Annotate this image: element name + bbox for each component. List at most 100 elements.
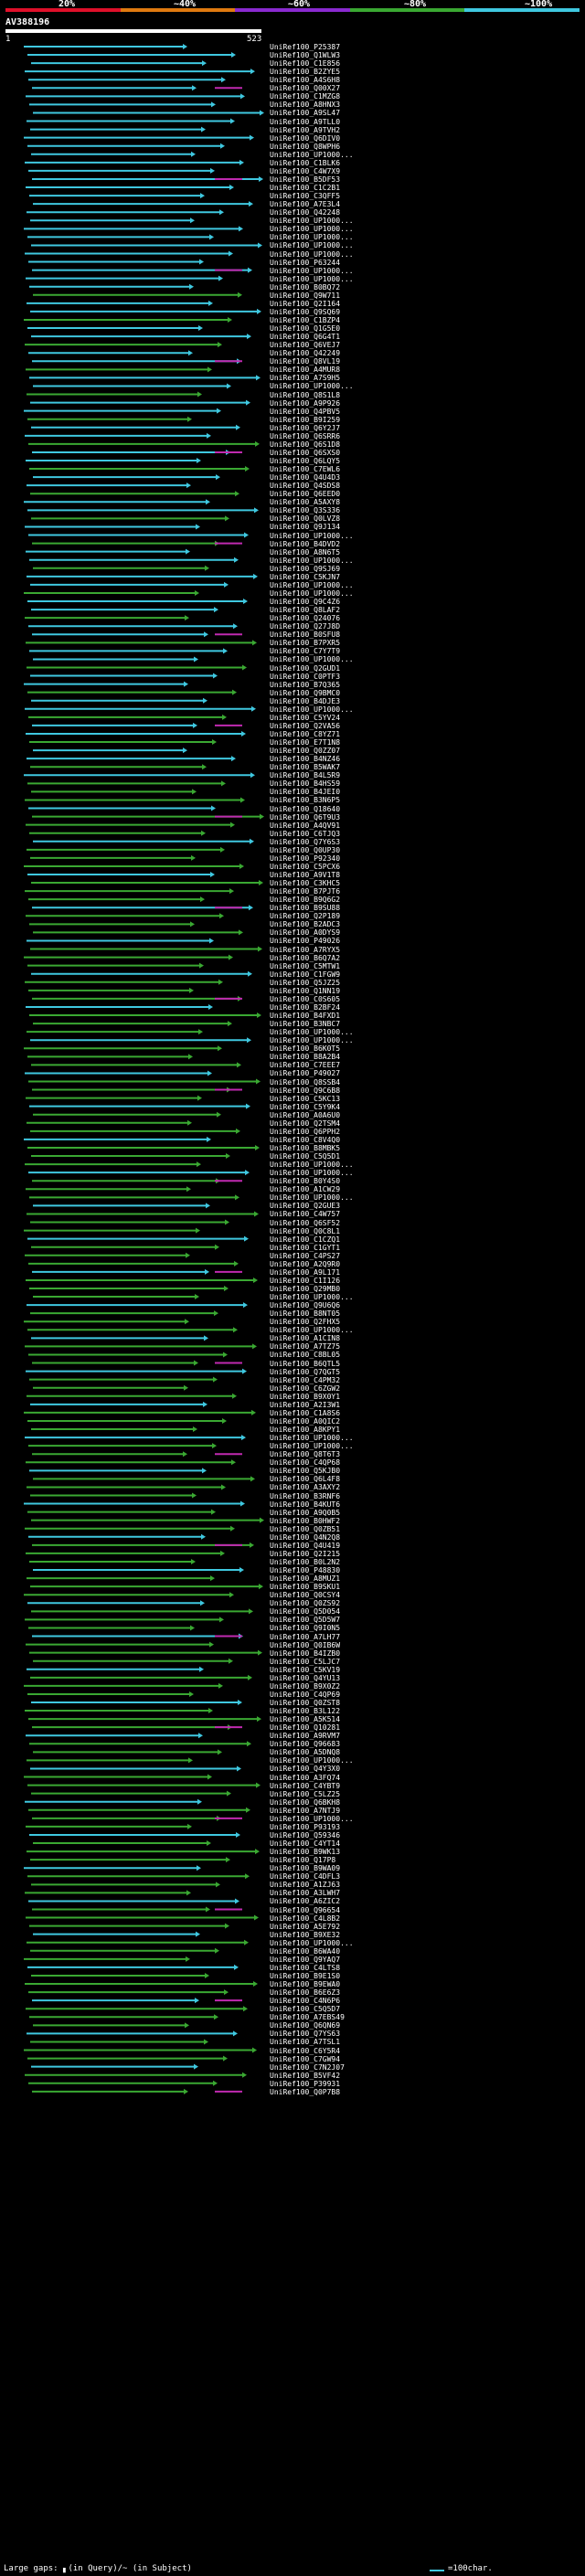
hit-id-link[interactable]: UniRef100_Q5D5W7 xyxy=(270,1616,341,1625)
hit-id-link[interactable]: UniRef100_B4L5R9 xyxy=(270,771,341,780)
hit-id-link[interactable]: UniRef100_Q2FHX5 xyxy=(270,1318,341,1327)
hit-id-link[interactable]: UniRef100_UP1000... xyxy=(270,233,354,242)
hit-id-link[interactable]: UniRef100_Q8VL19 xyxy=(270,357,341,366)
hit-id-link[interactable]: UniRef100_B6WA40 xyxy=(270,1946,341,1956)
hit-id-link[interactable]: UniRef100_A9P926 xyxy=(270,398,341,408)
hit-id-link[interactable]: UniRef100_Q24076 xyxy=(270,614,341,623)
hit-id-link[interactable]: UniRef100_A5E792 xyxy=(270,1922,341,1931)
hit-id-link[interactable]: UniRef100_C4PS27 xyxy=(270,1251,341,1260)
hit-id-link[interactable]: UniRef100_UP1000... xyxy=(270,1028,354,1037)
hit-id-link[interactable]: UniRef100_UP1000... xyxy=(270,1293,354,1302)
hit-id-link[interactable]: UniRef100_UP1000... xyxy=(270,1193,354,1203)
hit-id-link[interactable]: UniRef100_Q7YS63 xyxy=(270,2030,341,2039)
hit-id-link[interactable]: UniRef100_UP1000... xyxy=(270,1442,354,1451)
hit-id-link[interactable]: UniRef100_Q10281 xyxy=(270,1723,341,1733)
hit-id-link[interactable]: UniRef100_Q8SSB4 xyxy=(270,1077,341,1087)
hit-id-link[interactable]: UniRef100_UP1000... xyxy=(270,1326,354,1335)
hit-id-link[interactable]: UniRef100_Q8WPH6 xyxy=(270,142,341,151)
hit-id-link[interactable]: UniRef100_B6K0T5 xyxy=(270,1044,341,1054)
hit-id-link[interactable]: UniRef100_UP1000... xyxy=(270,241,354,250)
hit-id-link[interactable]: UniRef100_Q9YAQ7 xyxy=(270,1955,341,1964)
hit-id-link[interactable]: UniRef100_Q6SXS0 xyxy=(270,448,341,457)
hit-id-link[interactable]: UniRef100_Q2P189 xyxy=(270,912,341,921)
hit-id-link[interactable]: UniRef100_Q0ZZ07 xyxy=(270,747,341,756)
hit-id-link[interactable]: UniRef100_Q5JZ25 xyxy=(270,978,341,987)
hit-id-link[interactable]: UniRef100_Q2GUD1 xyxy=(270,663,341,673)
hit-id-link[interactable]: UniRef100_A2Q9R0 xyxy=(270,1259,341,1268)
hit-id-link[interactable]: UniRef100_A7TZ75 xyxy=(270,1342,341,1352)
hit-id-link[interactable]: UniRef100_UP1000... xyxy=(270,1036,354,1045)
hit-id-link[interactable]: UniRef100_B9XE32 xyxy=(270,1930,341,1939)
hit-id-link[interactable]: UniRef100_A7S9H5 xyxy=(270,374,341,383)
hit-id-link[interactable]: UniRef100_C4YBT9 xyxy=(270,1781,341,1790)
hit-id-link[interactable]: UniRef100_UP1000... xyxy=(270,1938,354,1947)
hit-id-link[interactable]: UniRef100_B4IZB0 xyxy=(270,1648,341,1658)
hit-id-link[interactable]: UniRef100_C6ZGW2 xyxy=(270,1383,341,1393)
hit-id-link[interactable]: UniRef100_A9Q0B5 xyxy=(270,1508,341,1517)
hit-id-link[interactable]: UniRef100_C7EEE7 xyxy=(270,1061,341,1070)
hit-id-link[interactable]: UniRef100_A7TSL1 xyxy=(270,2038,341,2047)
hit-id-link[interactable]: UniRef100_C1FGW9 xyxy=(270,970,341,979)
hit-id-link[interactable]: UniRef100_Q2I164 xyxy=(270,299,341,308)
hit-id-link[interactable]: UniRef100_A7RYX5 xyxy=(270,945,341,954)
hit-id-link[interactable]: UniRef100_C7EWL6 xyxy=(270,465,341,474)
hit-id-link[interactable]: UniRef100_P93193 xyxy=(270,1822,341,1831)
hit-id-link[interactable]: UniRef100_B0Y4S0 xyxy=(270,1177,341,1186)
hit-id-link[interactable]: UniRef100_C8YZ71 xyxy=(270,729,341,738)
hit-id-link[interactable]: UniRef100_C5Q5D1 xyxy=(270,1152,341,1161)
hit-id-link[interactable]: UniRef100_C4W757 xyxy=(270,1210,341,1219)
hit-id-link[interactable]: UniRef100_Q5D054 xyxy=(270,1607,341,1617)
hit-id-link[interactable]: UniRef100_C5KV19 xyxy=(270,1665,341,1674)
hit-id-link[interactable]: UniRef100_Q0ZB51 xyxy=(270,1524,341,1533)
hit-id-link[interactable]: UniRef100_C1MZG8 xyxy=(270,92,341,101)
hit-id-link[interactable]: UniRef100_Q42248 xyxy=(270,208,341,217)
hit-id-link[interactable]: UniRef100_A4QV91 xyxy=(270,821,341,830)
hit-id-link[interactable]: UniRef100_C3KHC5 xyxy=(270,879,341,888)
hit-id-link[interactable]: UniRef100_Q0C8L1 xyxy=(270,1226,341,1235)
hit-id-link[interactable]: UniRef100_UP1000... xyxy=(270,1161,354,1170)
hit-id-link[interactable]: UniRef100_UP1000... xyxy=(270,217,354,226)
hit-id-link[interactable]: UniRef100_A6ZIC2 xyxy=(270,1897,341,1906)
hit-id-link[interactable]: UniRef100_Q4U419 xyxy=(270,1541,341,1550)
hit-id-link[interactable]: UniRef100_A7EBS49 xyxy=(270,2013,345,2022)
hit-id-link[interactable]: UniRef100_A4MUR8 xyxy=(270,366,341,375)
hit-id-link[interactable]: UniRef100_P39931 xyxy=(270,2079,341,2088)
hit-id-link[interactable]: UniRef100_Q9C4Z6 xyxy=(270,598,341,607)
hit-id-link[interactable]: UniRef100_A1CIN8 xyxy=(270,1334,341,1343)
hit-id-link[interactable]: UniRef100_Q2GUE3 xyxy=(270,1202,341,1211)
hit-id-link[interactable]: UniRef100_Q17P8 xyxy=(270,1856,336,1865)
hit-id-link[interactable]: UniRef100_P49027 xyxy=(270,1069,341,1078)
hit-id-link[interactable]: UniRef100_P92340 xyxy=(270,853,341,863)
hit-id-link[interactable]: UniRef100_Q9W711 xyxy=(270,291,341,300)
hit-id-link[interactable]: UniRef100_Q0ZST8 xyxy=(270,1699,341,1707)
hit-id-link[interactable]: UniRef100_A9RVM7 xyxy=(270,1732,341,1741)
hit-id-link[interactable]: UniRef100_Q4YU13 xyxy=(270,1673,341,1682)
hit-id-link[interactable]: UniRef100_UP1000... xyxy=(270,1434,354,1443)
hit-id-link[interactable]: UniRef100_Q8S1L8 xyxy=(270,390,341,399)
hit-id-link[interactable]: UniRef100_Q4SDS8 xyxy=(270,482,341,491)
hit-id-link[interactable]: UniRef100_Q9C6B8 xyxy=(270,1086,341,1095)
hit-id-link[interactable]: UniRef100_Q6L4F8 xyxy=(270,1475,341,1484)
hit-id-link[interactable]: UniRef100_A8MUZ1 xyxy=(270,1574,341,1584)
hit-id-link[interactable]: UniRef100_A9TVH2 xyxy=(270,125,341,134)
hit-id-link[interactable]: UniRef100_A4S6H8 xyxy=(270,76,341,85)
hit-id-link[interactable]: UniRef100_A0A6U0 xyxy=(270,1110,341,1119)
hit-id-link[interactable]: UniRef100_A9SL47 xyxy=(270,109,341,118)
hit-id-link[interactable]: UniRef100_C5MTW1 xyxy=(270,961,341,970)
hit-id-link[interactable]: UniRef100_A1ZJ63 xyxy=(270,1881,341,1890)
hit-id-link[interactable]: UniRef100_B0SFU8 xyxy=(270,631,341,640)
hit-id-link[interactable]: UniRef100_B4FXD1 xyxy=(270,1012,341,1021)
hit-id-link[interactable]: UniRef100_B4HS59 xyxy=(270,779,341,789)
hit-id-link[interactable]: UniRef100_B9X0Z2 xyxy=(270,1681,341,1691)
hit-id-link[interactable]: UniRef100_UP1000... xyxy=(270,1814,354,1823)
hit-id-link[interactable]: UniRef100_C7GW94 xyxy=(270,2054,341,2063)
hit-id-link[interactable]: UniRef100_C1BZP4 xyxy=(270,315,341,324)
hit-id-link[interactable]: UniRef100_C4W7X9 xyxy=(270,166,341,175)
hit-id-link[interactable]: UniRef100_UP1000... xyxy=(270,705,354,714)
hit-id-link[interactable]: UniRef100_C1CZQ1 xyxy=(270,1235,341,1244)
hit-id-link[interactable]: UniRef100_UP1000... xyxy=(270,556,354,565)
hit-id-link[interactable]: UniRef100_B9Q6G2 xyxy=(270,896,341,905)
hit-id-link[interactable]: UniRef100_UP1000... xyxy=(270,266,354,275)
hit-id-link[interactable]: UniRef100_C5LJC7 xyxy=(270,1657,341,1666)
hit-id-link[interactable]: UniRef100_Q0ZS92 xyxy=(270,1599,341,1608)
